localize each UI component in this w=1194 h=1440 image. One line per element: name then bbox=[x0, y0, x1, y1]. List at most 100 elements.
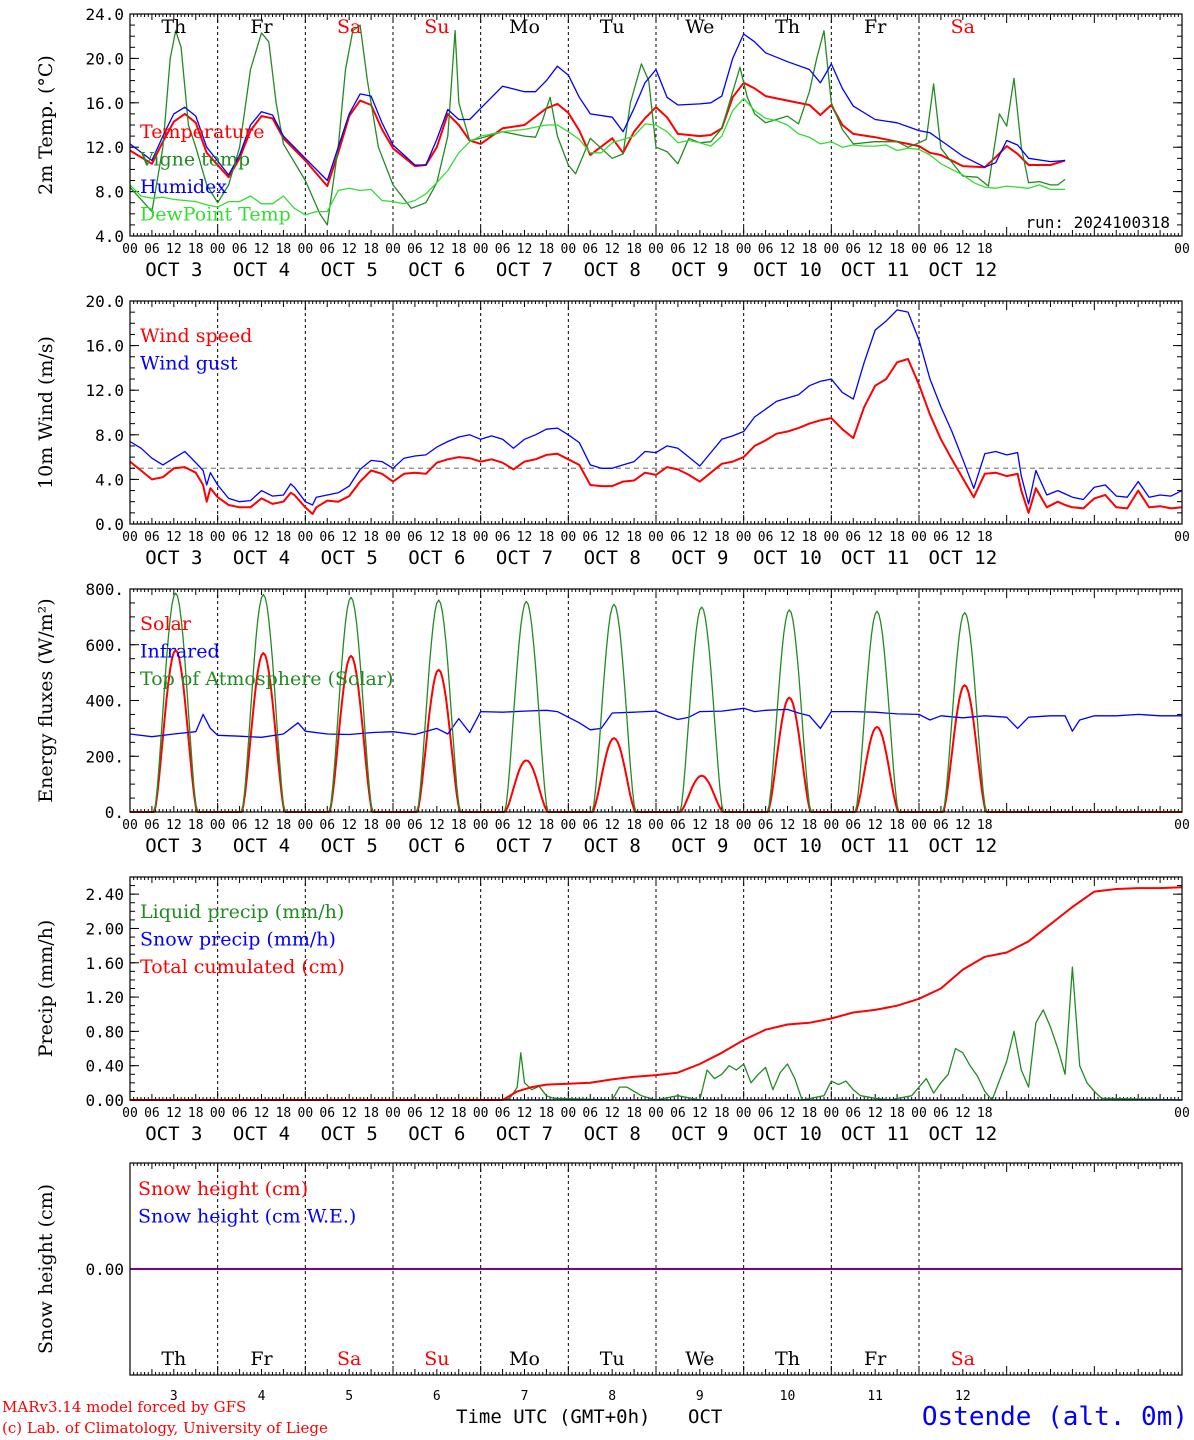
series-line bbox=[129, 97, 1066, 216]
hour-tick-label: 06 bbox=[582, 242, 598, 257]
weekday-label: Sa bbox=[337, 1348, 361, 1370]
hour-tick-label: 06 bbox=[232, 1106, 248, 1121]
date-label: OCT 10 bbox=[753, 1123, 822, 1145]
y-tick-label: 16.0 bbox=[85, 337, 124, 356]
hour-tick-label: 18 bbox=[977, 242, 993, 257]
legend-entry: Humidex bbox=[140, 176, 227, 198]
hour-tick-label: 18 bbox=[714, 818, 730, 833]
date-label: OCT 10 bbox=[753, 835, 822, 857]
hour-tick-label: 06 bbox=[232, 242, 248, 257]
hour-tick-label: 12 bbox=[341, 530, 357, 545]
hour-tick-label: 12 bbox=[692, 818, 708, 833]
hour-tick-label: 00 bbox=[210, 530, 226, 545]
series-line bbox=[129, 358, 1183, 515]
hour-tick-label: 12 bbox=[254, 818, 270, 833]
hour-tick-label: 18 bbox=[714, 1106, 730, 1121]
hour-tick-label: 00 bbox=[824, 1106, 840, 1121]
date-label: OCT 6 bbox=[408, 835, 465, 857]
hour-tick-label: 06 bbox=[495, 1106, 511, 1121]
hour-tick-label: 18 bbox=[977, 1106, 993, 1121]
weekday-label: Fr bbox=[864, 1348, 887, 1370]
hour-tick-label: 18 bbox=[363, 1106, 379, 1121]
hour-tick-label: 12 bbox=[517, 242, 533, 257]
hour-tick-label: 12 bbox=[604, 1106, 620, 1121]
hour-tick-label: 06 bbox=[407, 818, 423, 833]
hour-tick-label: 18 bbox=[626, 818, 642, 833]
hour-tick-label: 18 bbox=[539, 1106, 555, 1121]
y-tick-label: 0.0 bbox=[95, 515, 124, 534]
hour-tick-label: 06 bbox=[758, 1106, 774, 1121]
hour-tick-label: 06 bbox=[319, 530, 335, 545]
day-number-label: 9 bbox=[696, 1389, 704, 1404]
y-tick-label: 2.40 bbox=[85, 885, 124, 904]
hour-tick-label: 12 bbox=[429, 1106, 445, 1121]
hour-tick-label: 12 bbox=[429, 818, 445, 833]
y-tick-label: 8.0 bbox=[95, 426, 124, 445]
hour-tick-label: 12 bbox=[692, 530, 708, 545]
hour-tick-label: 00 bbox=[824, 242, 840, 257]
hour-tick-label: 06 bbox=[670, 242, 686, 257]
y-axis-label: Precip (mm/h) bbox=[35, 920, 57, 1058]
hour-tick-label: 00 bbox=[210, 242, 226, 257]
hour-tick-label: 06 bbox=[319, 1106, 335, 1121]
date-label: OCT 12 bbox=[929, 547, 998, 569]
weekday-label: Th bbox=[161, 1348, 186, 1370]
hour-tick-label: 18 bbox=[188, 818, 204, 833]
hour-tick-label: 18 bbox=[714, 530, 730, 545]
hour-tick-label: 12 bbox=[429, 530, 445, 545]
hour-tick-label: 18 bbox=[802, 530, 818, 545]
day-number-label: 3 bbox=[170, 1389, 178, 1404]
date-label: OCT 3 bbox=[145, 259, 202, 281]
legend-entry: Snow height (cm W.E.) bbox=[138, 1206, 356, 1228]
x-axis-title: Time UTC (GMT+0h) bbox=[456, 1406, 651, 1428]
hour-tick-label: 18 bbox=[626, 1106, 642, 1121]
series-line bbox=[129, 24, 1066, 226]
date-label: OCT 12 bbox=[929, 835, 998, 857]
weekday-label: Th bbox=[161, 16, 186, 38]
hour-tick-label: 00 bbox=[473, 818, 489, 833]
hour-tick-label: 18 bbox=[276, 530, 292, 545]
hour-tick-label: 18 bbox=[276, 242, 292, 257]
hour-tick-label: 12 bbox=[166, 530, 182, 545]
hour-tick-label: 12 bbox=[254, 1106, 270, 1121]
hour-tick-label: 18 bbox=[889, 1106, 905, 1121]
y-tick-label: 1.20 bbox=[85, 988, 124, 1007]
weekday-label: Mo bbox=[509, 16, 540, 38]
date-label: OCT 8 bbox=[584, 259, 641, 281]
series-line bbox=[129, 707, 1182, 738]
date-label: OCT 11 bbox=[841, 835, 910, 857]
hour-tick-label: 00 bbox=[561, 1106, 577, 1121]
hour-tick-label: 06 bbox=[670, 818, 686, 833]
hour-tick-label: 00 bbox=[1174, 818, 1190, 833]
hour-tick-label: 18 bbox=[802, 242, 818, 257]
date-label: OCT 12 bbox=[929, 1123, 998, 1145]
day-number-label: 4 bbox=[258, 1389, 266, 1404]
hour-tick-label: 00 bbox=[648, 1106, 664, 1121]
hour-tick-label: 06 bbox=[933, 1106, 949, 1121]
date-label: OCT 5 bbox=[321, 1123, 378, 1145]
y-tick-label: 20.0 bbox=[85, 49, 124, 68]
hour-tick-label: 00 bbox=[298, 242, 314, 257]
hour-tick-label: 06 bbox=[845, 530, 861, 545]
y-tick-label: 0.00 bbox=[85, 1260, 124, 1279]
date-label: OCT 7 bbox=[496, 547, 553, 569]
hour-tick-label: 06 bbox=[319, 242, 335, 257]
y-tick-label: 4.0 bbox=[95, 470, 124, 489]
hour-tick-label: 00 bbox=[911, 818, 927, 833]
hour-tick-label: 00 bbox=[561, 530, 577, 545]
plot-frame bbox=[129, 588, 1183, 813]
date-label: OCT 9 bbox=[671, 835, 728, 857]
hour-tick-label: 18 bbox=[714, 242, 730, 257]
day-number-label: 10 bbox=[780, 1389, 796, 1404]
plot-frame bbox=[129, 876, 1183, 1101]
date-label: OCT 7 bbox=[496, 835, 553, 857]
hour-tick-label: 06 bbox=[582, 530, 598, 545]
hour-tick-label: 00 bbox=[122, 818, 138, 833]
hour-tick-label: 00 bbox=[1174, 530, 1190, 545]
date-label: OCT 11 bbox=[841, 259, 910, 281]
hour-tick-label: 06 bbox=[495, 530, 511, 545]
date-label: OCT 5 bbox=[321, 259, 378, 281]
hour-tick-label: 06 bbox=[144, 1106, 160, 1121]
plot-frame bbox=[129, 1162, 1183, 1376]
hour-tick-label: 18 bbox=[363, 530, 379, 545]
